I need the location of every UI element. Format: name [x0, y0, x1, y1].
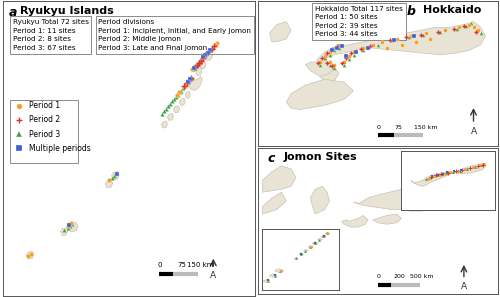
Polygon shape: [262, 166, 296, 192]
Text: Jomon Sites: Jomon Sites: [284, 152, 358, 162]
Polygon shape: [306, 62, 334, 76]
Polygon shape: [26, 251, 34, 259]
Bar: [10, 100, 78, 163]
Text: 200: 200: [393, 274, 405, 279]
Text: Ryukyu Islands: Ryukyu Islands: [20, 6, 114, 16]
Text: 75: 75: [178, 262, 186, 268]
Text: A: A: [461, 282, 467, 291]
Text: 150 km: 150 km: [186, 262, 213, 268]
Polygon shape: [188, 76, 202, 90]
Polygon shape: [179, 99, 186, 105]
Text: Period 2: Period 2: [29, 116, 60, 124]
Polygon shape: [112, 172, 119, 180]
Text: 150 km: 150 km: [414, 125, 437, 130]
Polygon shape: [196, 67, 202, 75]
Polygon shape: [168, 113, 173, 120]
Text: 0: 0: [376, 125, 380, 130]
Polygon shape: [354, 184, 469, 211]
Polygon shape: [310, 186, 330, 214]
Polygon shape: [262, 192, 286, 214]
Text: Ryukyu Total 72 sites
Period 1: 11 sites
Period 2: 8 sites
Period 3: 67 sites: Ryukyu Total 72 sites Period 1: 11 sites…: [12, 19, 88, 50]
Polygon shape: [200, 61, 206, 69]
Polygon shape: [286, 79, 354, 110]
Polygon shape: [372, 214, 402, 224]
Polygon shape: [67, 222, 78, 232]
Polygon shape: [203, 46, 213, 60]
Text: 500 km: 500 km: [410, 274, 434, 279]
Polygon shape: [270, 22, 291, 42]
Polygon shape: [342, 215, 368, 227]
Text: A: A: [210, 271, 216, 279]
Text: c: c: [267, 152, 274, 165]
Polygon shape: [220, 35, 224, 41]
Polygon shape: [186, 91, 190, 98]
Polygon shape: [315, 22, 486, 85]
Text: b: b: [406, 5, 416, 18]
Text: Period 3: Period 3: [29, 129, 60, 139]
Text: a: a: [9, 6, 17, 19]
Text: Period 1: Period 1: [29, 101, 60, 110]
Text: Hokkaido: Hokkaido: [423, 5, 482, 15]
Text: A: A: [470, 127, 476, 136]
Polygon shape: [106, 180, 112, 188]
Text: Hokkaido Total 117 sites
Period 1: 50 sites
Period 2: 39 sites
Period 3: 44 site: Hokkaido Total 117 sites Period 1: 50 si…: [315, 6, 403, 37]
Text: 0: 0: [376, 274, 380, 279]
Text: Period divisions
Period 1: Incipient, Initial, and Early Jomon
Period 2: Middle : Period divisions Period 1: Incipient, In…: [98, 19, 252, 50]
Text: 75: 75: [394, 125, 402, 130]
Polygon shape: [214, 40, 220, 47]
Polygon shape: [174, 106, 180, 113]
Polygon shape: [60, 228, 68, 236]
Polygon shape: [162, 121, 168, 128]
Text: Multiple periods: Multiple periods: [29, 144, 91, 153]
Text: 0: 0: [158, 262, 162, 268]
Polygon shape: [411, 163, 464, 178]
